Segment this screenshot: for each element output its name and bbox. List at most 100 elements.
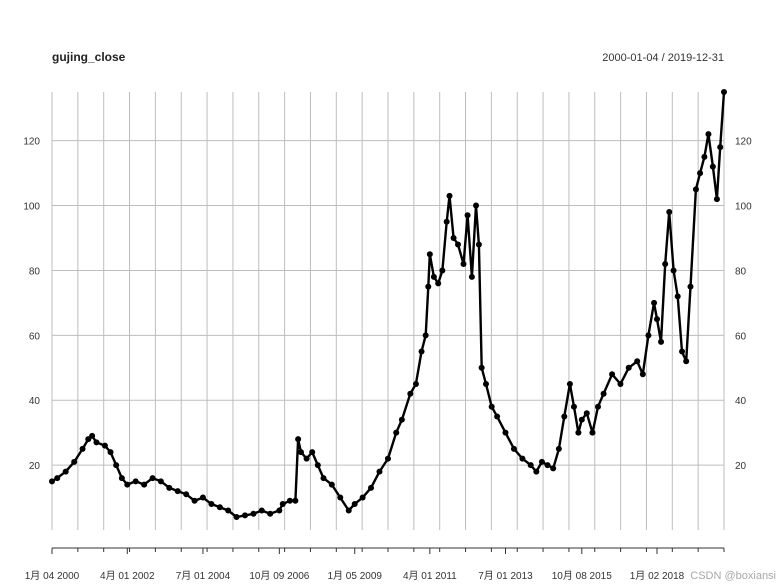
y-tick-label-right: 120 [735,137,752,148]
data-point [460,260,467,267]
x-tick-label: 1月 05 2009 [327,570,382,582]
data-point [658,338,665,345]
data-point [666,209,673,216]
data-point [149,475,156,482]
data-point [328,481,335,488]
data-point [538,458,545,465]
data-point [550,465,557,472]
data-point [216,504,223,511]
y-tick-label-right: 20 [735,461,747,472]
data-point [384,455,391,462]
data-point [101,442,108,449]
data-point [494,413,501,420]
data-point [683,358,690,365]
data-point [89,432,96,439]
data-point [502,429,509,436]
data-point [279,501,286,508]
data-point [258,507,265,514]
data-point [570,403,577,410]
x-tick-label: 7月 01 2013 [478,570,533,582]
data-point [71,458,78,465]
data-point [267,510,274,517]
data-point [309,449,316,456]
data-point [166,484,173,491]
y-axis-ticks: 20 20 40 40 60 60 80 80 100 100 120 120 [23,137,752,472]
data-point [199,494,206,501]
y-tick-label-right: 100 [735,202,752,213]
data-point [276,507,283,514]
data-point [701,153,708,160]
data-point [183,491,190,498]
data-point [398,416,405,423]
y-tick-label-right: 80 [735,266,747,277]
data-point [132,478,139,485]
data-point [286,497,293,504]
data-point [670,267,677,274]
data-point [446,192,453,199]
data-point [566,381,573,387]
data-point [519,455,526,462]
data-point [303,455,310,462]
y-tick-label-left: 40 [29,396,41,407]
data-point [345,507,352,514]
data-point [639,371,646,378]
data-point [368,484,375,491]
data-point [250,510,257,517]
x-tick-label: 1月 04 2000 [25,570,80,582]
data-point [393,429,400,436]
data-point [555,445,562,452]
data-point [527,462,534,469]
data-point [651,299,658,306]
data-point [679,348,686,355]
data-point [141,481,148,488]
data-point [561,413,568,420]
data-point [337,494,344,501]
data-point [709,163,716,170]
data-point [359,494,366,501]
data-point [314,462,321,469]
data-point [351,501,358,508]
watermark-text: CSDN @boxiansi [690,570,776,582]
data-point [412,381,419,387]
data-point [578,416,585,423]
data-point [242,512,249,519]
data-point [510,445,517,452]
data-point [464,212,471,219]
data-point [113,462,120,469]
data-point [589,429,596,436]
data-point [674,293,681,300]
data-point [705,131,712,138]
data-point [79,445,86,452]
data-point [721,89,727,95]
x-tick-label: 1月 02 2018 [630,570,685,582]
y-tick-label-left: 120 [23,137,40,148]
data-point [575,429,582,436]
y-tick-label-left: 20 [29,461,41,472]
x-axis: 1月 04 2000 4月 01 2002 7月 01 2004 10月 09 200… [25,547,725,582]
data-point [297,449,304,456]
data-point [600,390,607,397]
data-point [533,468,540,475]
grid-lines [51,92,725,530]
data-point [191,497,198,504]
data-point [435,280,442,287]
data-point [430,273,437,280]
data-point [225,507,232,514]
data-point [692,186,699,193]
data-point [376,468,383,475]
data-point [482,381,489,387]
x-tick-label: 10月 08 2015 [552,570,612,582]
data-point [407,390,414,397]
data-point [450,235,457,241]
data-point [645,332,652,339]
data-point [697,170,704,177]
chart-title: gujing_close [52,50,126,64]
data-point [439,267,446,274]
x-tick-label: 10月 09 2006 [249,570,309,582]
data-point [468,273,475,280]
data-point [418,348,425,355]
data-point [717,144,724,151]
date-range-label: 2000-01-04 / 2019-12-31 [602,52,724,64]
y-tick-label-left: 80 [29,266,41,277]
